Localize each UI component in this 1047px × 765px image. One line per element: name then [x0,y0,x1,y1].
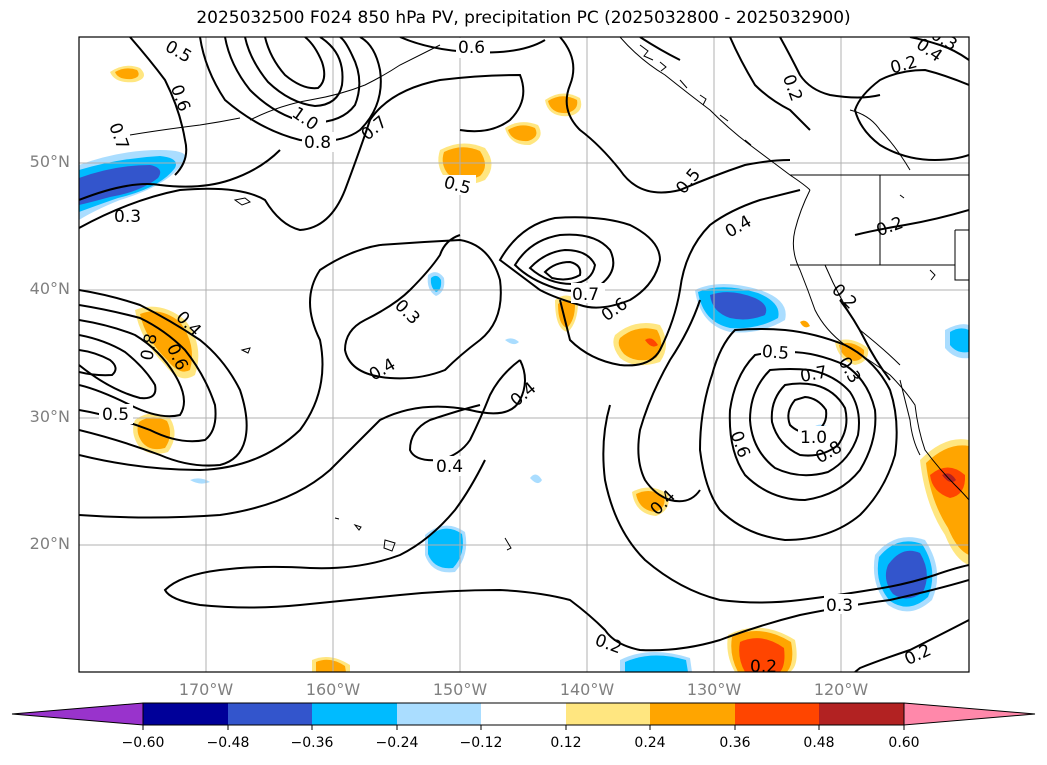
contour-label: 0.8 [137,332,161,362]
map-title: 2025032500 F024 850 hPa PV, precipitatio… [196,8,851,28]
lat-label-50n: 50°N [29,152,70,171]
contour-label: 0.8 [304,133,331,153]
colorbar-segment [819,703,904,725]
lon-label-130w: 130°W [686,680,742,699]
lat-label-30n: 30°N [29,407,70,426]
lon-label-160w: 160°W [305,680,361,699]
colorbar-segment [650,703,735,725]
colorbar-segment [143,703,228,725]
colorbar-tick-label: 0.36 [719,735,751,751]
colorbar-extend-low [11,702,144,726]
pv-contours [79,37,969,672]
contour-label: 0.5 [761,342,790,364]
colorbar-tick-label: −0.48 [206,735,250,751]
contour-label: 0.5 [102,405,129,425]
colorbar-segment [481,703,566,725]
colorbar-tick-label: −0.60 [121,735,165,751]
colorbar-segment [735,703,819,725]
colorbar-tick-label: −0.36 [290,735,334,751]
contour-label: 0.7 [572,285,599,305]
lon-label-120w: 120°W [813,680,869,699]
contour-label: 0.7 [799,363,829,387]
lon-label-150w: 150°W [432,680,488,699]
gridlines [79,37,969,672]
colorbar [11,702,1036,730]
colorbar-segment [566,703,650,725]
colorbar-extend-high [903,702,1036,726]
colorbar-segment [228,703,312,725]
contour-label: 0.4 [436,457,463,477]
colorbar-tick-label: 0.48 [803,735,835,751]
contour-label: 0.3 [114,207,141,227]
colorbar-segment [312,703,397,725]
contour-label: 0.6 [458,38,485,58]
colorbar-tick-label: −0.12 [459,735,503,751]
colorbar-segment [397,703,481,725]
contour-label: 1.0 [800,428,827,448]
lon-label-170w: 170°W [178,680,234,699]
lon-label-140w: 140°W [559,680,615,699]
map-frame [78,36,970,673]
contour-label: 0.2 [750,657,777,677]
colorbar-tick-label: −0.24 [375,735,419,751]
lat-label-40n: 40°N [29,279,70,298]
lat-label-20n: 20°N [29,534,70,553]
contour-label: 0.3 [826,596,853,616]
colorbar-tick-label: 0.24 [634,735,666,751]
colorbar-tick-label: 0.60 [888,735,920,751]
colorbar-tick-label: 0.12 [550,735,582,751]
